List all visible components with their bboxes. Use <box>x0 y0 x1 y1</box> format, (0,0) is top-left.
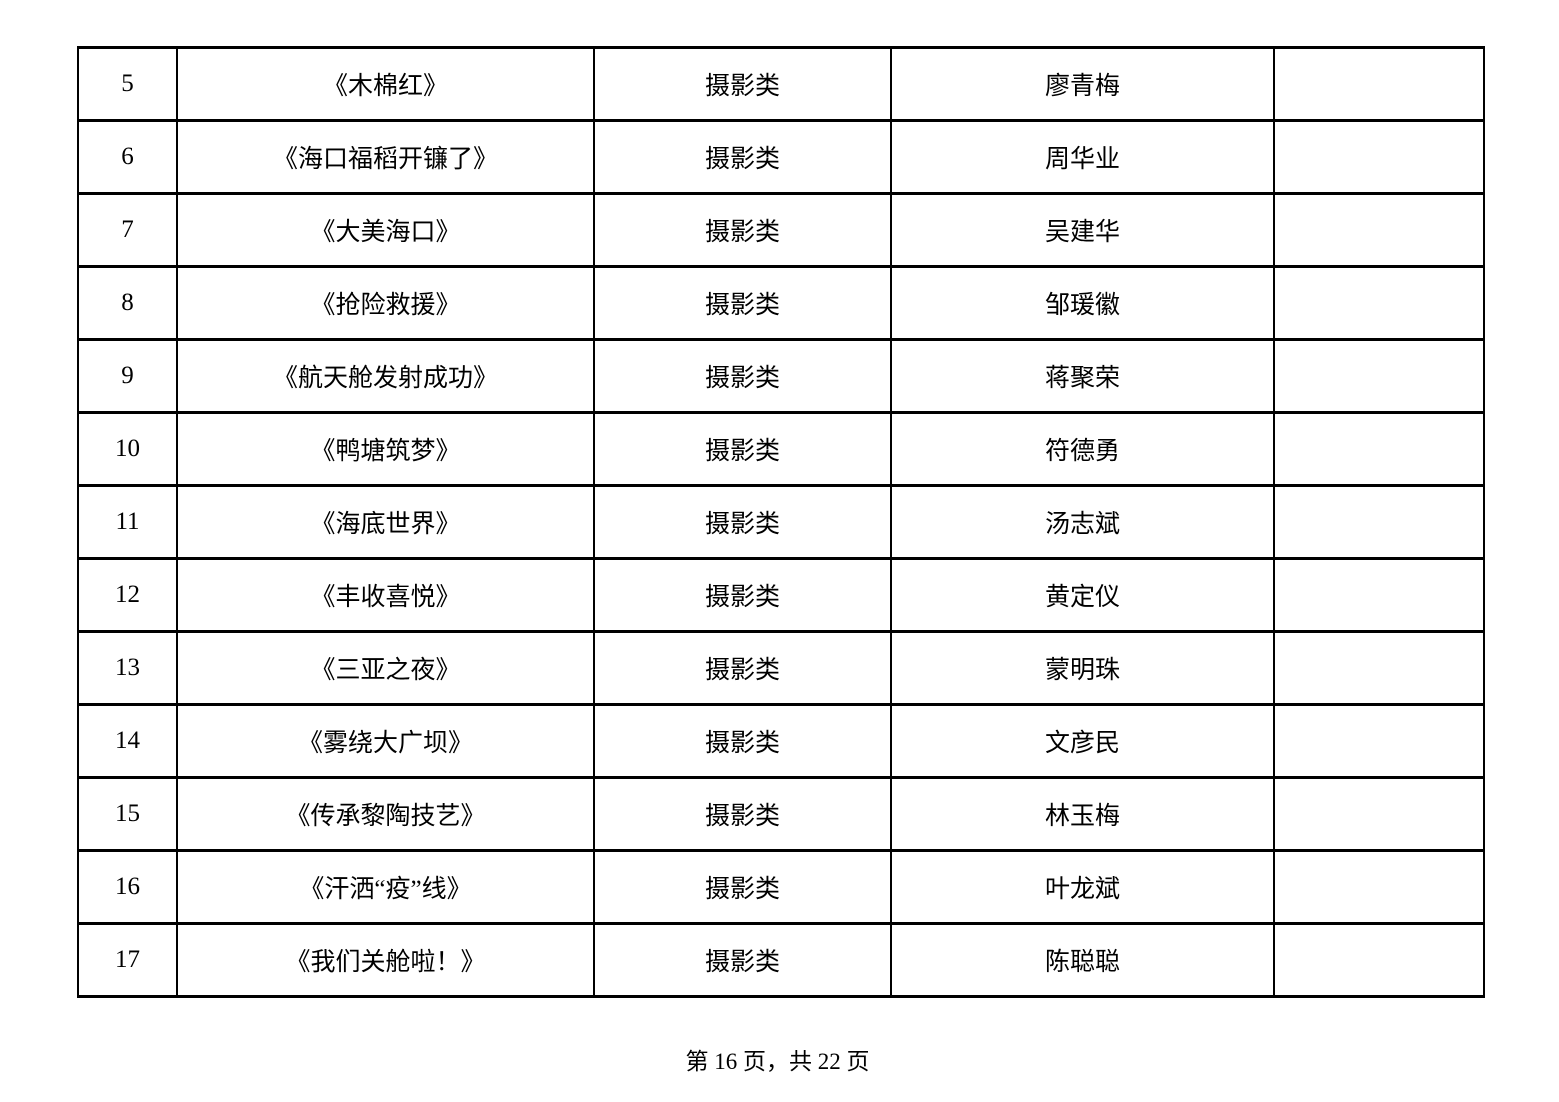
table-row: 13 《三亚之夜》 摄影类 蒙明珠 <box>77 630 1485 706</box>
cell-work-title: 《汗洒“疫”线》 <box>176 849 595 925</box>
cell-remarks-empty <box>1273 265 1485 341</box>
cell-remarks-empty <box>1273 922 1485 998</box>
cell-author-name: 陈聪聪 <box>890 922 1275 998</box>
cell-serial-number: 10 <box>77 411 178 487</box>
cell-remarks-empty <box>1273 46 1485 122</box>
cell-remarks-empty <box>1273 338 1485 414</box>
cell-serial-number: 16 <box>77 849 178 925</box>
cell-author-name: 符德勇 <box>890 411 1275 487</box>
cell-work-title: 《丰收喜悦》 <box>176 557 595 633</box>
cell-serial-number: 12 <box>77 557 178 633</box>
cell-work-title: 《抢险救援》 <box>176 265 595 341</box>
table-row: 15 《传承黎陶技艺》 摄影类 林玉梅 <box>77 776 1485 852</box>
cell-serial-number: 7 <box>77 192 178 268</box>
table-row: 12 《丰收喜悦》 摄影类 黄定仪 <box>77 557 1485 633</box>
cell-author-name: 周华业 <box>890 119 1275 195</box>
cell-category: 摄影类 <box>593 776 892 852</box>
table-row: 7 《大美海口》 摄影类 吴建华 <box>77 192 1485 268</box>
cell-serial-number: 9 <box>77 338 178 414</box>
cell-author-name: 蒋聚荣 <box>890 338 1275 414</box>
cell-remarks-empty <box>1273 484 1485 560</box>
cell-author-name: 吴建华 <box>890 192 1275 268</box>
cell-work-title: 《木棉红》 <box>176 46 595 122</box>
cell-remarks-empty <box>1273 849 1485 925</box>
cell-remarks-empty <box>1273 630 1485 706</box>
cell-category: 摄影类 <box>593 411 892 487</box>
cell-category: 摄影类 <box>593 46 892 122</box>
cell-remarks-empty <box>1273 192 1485 268</box>
cell-serial-number: 13 <box>77 630 178 706</box>
works-table-body: 5 《木棉红》 摄影类 廖青梅 6 《海口福稻开镰了》 摄影类 周华业 7 《大… <box>77 46 1485 998</box>
table-row: 9 《航天舱发射成功》 摄影类 蒋聚荣 <box>77 338 1485 414</box>
cell-work-title: 《航天舱发射成功》 <box>176 338 595 414</box>
table-row: 11 《海底世界》 摄影类 汤志斌 <box>77 484 1485 560</box>
cell-work-title: 《传承黎陶技艺》 <box>176 776 595 852</box>
page-number-indicator: 第 16 页，共 22 页 <box>685 1049 870 1074</box>
cell-remarks-empty <box>1273 776 1485 852</box>
cell-work-title: 《我们关舱啦！》 <box>176 922 595 998</box>
cell-work-title: 《大美海口》 <box>176 192 595 268</box>
cell-category: 摄影类 <box>593 192 892 268</box>
cell-serial-number: 6 <box>77 119 178 195</box>
cell-remarks-empty <box>1273 119 1485 195</box>
cell-author-name: 文彦民 <box>890 703 1275 779</box>
table-row: 14 《雾绕大广坝》 摄影类 文彦民 <box>77 703 1485 779</box>
cell-serial-number: 11 <box>77 484 178 560</box>
cell-category: 摄影类 <box>593 484 892 560</box>
cell-category: 摄影类 <box>593 557 892 633</box>
cell-category: 摄影类 <box>593 630 892 706</box>
table-row: 17 《我们关舱啦！》 摄影类 陈聪聪 <box>77 922 1485 998</box>
cell-category: 摄影类 <box>593 119 892 195</box>
works-table: 5 《木棉红》 摄影类 廖青梅 6 《海口福稻开镰了》 摄影类 周华业 7 《大… <box>77 46 1485 998</box>
cell-remarks-empty <box>1273 703 1485 779</box>
cell-author-name: 廖青梅 <box>890 46 1275 122</box>
cell-work-title: 《鸭塘筑梦》 <box>176 411 595 487</box>
table-row: 5 《木棉红》 摄影类 廖青梅 <box>77 46 1485 122</box>
table-row: 6 《海口福稻开镰了》 摄影类 周华业 <box>77 119 1485 195</box>
cell-author-name: 黄定仪 <box>890 557 1275 633</box>
cell-serial-number: 5 <box>77 46 178 122</box>
cell-work-title: 《海底世界》 <box>176 484 595 560</box>
cell-work-title: 《三亚之夜》 <box>176 630 595 706</box>
cell-remarks-empty <box>1273 411 1485 487</box>
table-row: 16 《汗洒“疫”线》 摄影类 叶龙斌 <box>77 849 1485 925</box>
cell-category: 摄影类 <box>593 849 892 925</box>
cell-category: 摄影类 <box>593 265 892 341</box>
cell-author-name: 蒙明珠 <box>890 630 1275 706</box>
cell-author-name: 邹瑗徽 <box>890 265 1275 341</box>
table-row: 8 《抢险救援》 摄影类 邹瑗徽 <box>77 265 1485 341</box>
cell-serial-number: 14 <box>77 703 178 779</box>
cell-author-name: 叶龙斌 <box>890 849 1275 925</box>
cell-serial-number: 17 <box>77 922 178 998</box>
cell-work-title: 《雾绕大广坝》 <box>176 703 595 779</box>
cell-remarks-empty <box>1273 557 1485 633</box>
cell-serial-number: 8 <box>77 265 178 341</box>
cell-author-name: 汤志斌 <box>890 484 1275 560</box>
cell-category: 摄影类 <box>593 703 892 779</box>
cell-author-name: 林玉梅 <box>890 776 1275 852</box>
cell-work-title: 《海口福稻开镰了》 <box>176 119 595 195</box>
cell-category: 摄影类 <box>593 338 892 414</box>
cell-category: 摄影类 <box>593 922 892 998</box>
cell-serial-number: 15 <box>77 776 178 852</box>
table-row: 10 《鸭塘筑梦》 摄影类 符德勇 <box>77 411 1485 487</box>
